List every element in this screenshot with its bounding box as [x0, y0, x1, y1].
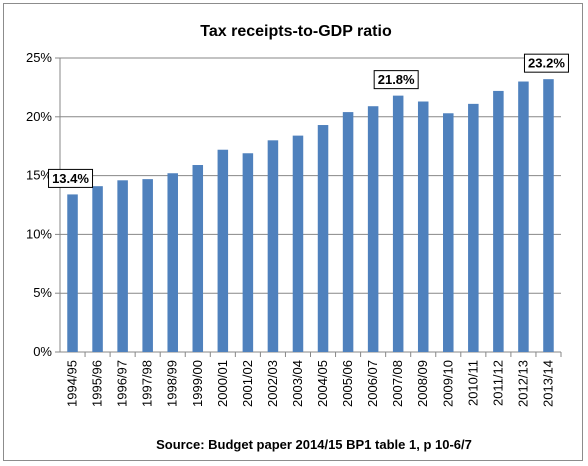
- y-tick-label: 0%: [33, 344, 52, 359]
- y-tick-label: 5%: [33, 285, 52, 300]
- tax-receipts-chart: Tax receipts-to-GDP ratio 0% 5% 10% 15% 20% 2…: [26, 23, 569, 452]
- x-tick-label: 2004/05: [315, 360, 330, 407]
- annotation-box: [373, 70, 419, 90]
- bar: [342, 112, 354, 352]
- annotation-label: 13.4%: [52, 171, 89, 186]
- bar: [267, 140, 279, 352]
- bar: [417, 101, 429, 353]
- x-tick-label: 2010/11: [465, 360, 480, 406]
- annotation-label: 23.2%: [528, 56, 565, 71]
- bar: [443, 113, 454, 352]
- x-tick-label: 1998/99: [165, 360, 180, 407]
- axes: [55, 57, 562, 357]
- x-tick-label: 2006/07: [365, 360, 380, 407]
- bar: [92, 186, 103, 352]
- x-tick-label: 2008/09: [415, 360, 430, 407]
- x-tick-label: 2011/12: [490, 360, 505, 406]
- bar: [167, 173, 178, 352]
- bar: [392, 95, 404, 352]
- x-tick-label: 2007/08: [390, 360, 405, 407]
- x-tick-label: 1996/97: [115, 360, 130, 407]
- gridlines: [60, 57, 561, 294]
- bar: [493, 90, 504, 352]
- x-tick-label: 2012/13: [515, 360, 530, 407]
- x-tick-label: 2002/03: [265, 360, 280, 407]
- annotation: 13.4%: [48, 168, 94, 188]
- y-tick-labels: 0% 5% 10% 15% 20% 25%: [26, 50, 52, 359]
- bar: [192, 165, 204, 352]
- bar: [242, 153, 254, 352]
- y-tick-label: 20%: [26, 109, 52, 124]
- annotation-box: [48, 168, 94, 188]
- annotation-box: [523, 53, 569, 73]
- bar: [292, 135, 304, 352]
- bar: [518, 81, 529, 353]
- bar: [468, 103, 479, 352]
- bar: [367, 106, 379, 352]
- chart-source: Source: Budget paper 2014/15 BP1 table 1…: [156, 437, 472, 452]
- bar: [142, 179, 153, 352]
- x-tick-label: 2009/10: [440, 360, 455, 407]
- x-tick-label: 1995/96: [90, 360, 105, 407]
- x-tick-label: 1994/95: [65, 360, 80, 407]
- y-tick-label: 15%: [26, 168, 52, 183]
- x-tick-label: 1997/98: [140, 360, 155, 407]
- y-tick-label: 25%: [26, 50, 52, 65]
- x-tick-label: 2005/06: [340, 360, 355, 407]
- annotation-label: 21.8%: [378, 72, 415, 87]
- chart-title: Tax receipts-to-GDP ratio: [200, 23, 392, 40]
- bar: [317, 125, 329, 352]
- x-tick-label: 2000/01: [215, 360, 230, 407]
- chart-frame: Tax receipts-to-GDP ratio 0% 5% 10% 15% 20% 2…: [3, 3, 583, 461]
- x-tick-label: 2013/14: [540, 360, 555, 407]
- y-tick-label: 10%: [26, 226, 52, 241]
- annotation: 21.8%: [373, 70, 419, 90]
- x-tick-label: 1999/00: [190, 360, 205, 407]
- bar: [67, 194, 78, 352]
- bars: [67, 79, 554, 353]
- annotation: 23.2%: [523, 53, 569, 73]
- bar: [543, 79, 554, 352]
- bar: [117, 180, 128, 352]
- x-tick-label: 2001/02: [240, 360, 255, 407]
- bar: [217, 149, 229, 352]
- x-tick-label: 2003/04: [290, 360, 305, 407]
- x-tick-labels: 1994/95 1995/96 1996/97 1997/98 1998/99 1999/…: [65, 360, 556, 407]
- value-annotations: 13.4% 21.8% 23.2%: [48, 53, 569, 188]
